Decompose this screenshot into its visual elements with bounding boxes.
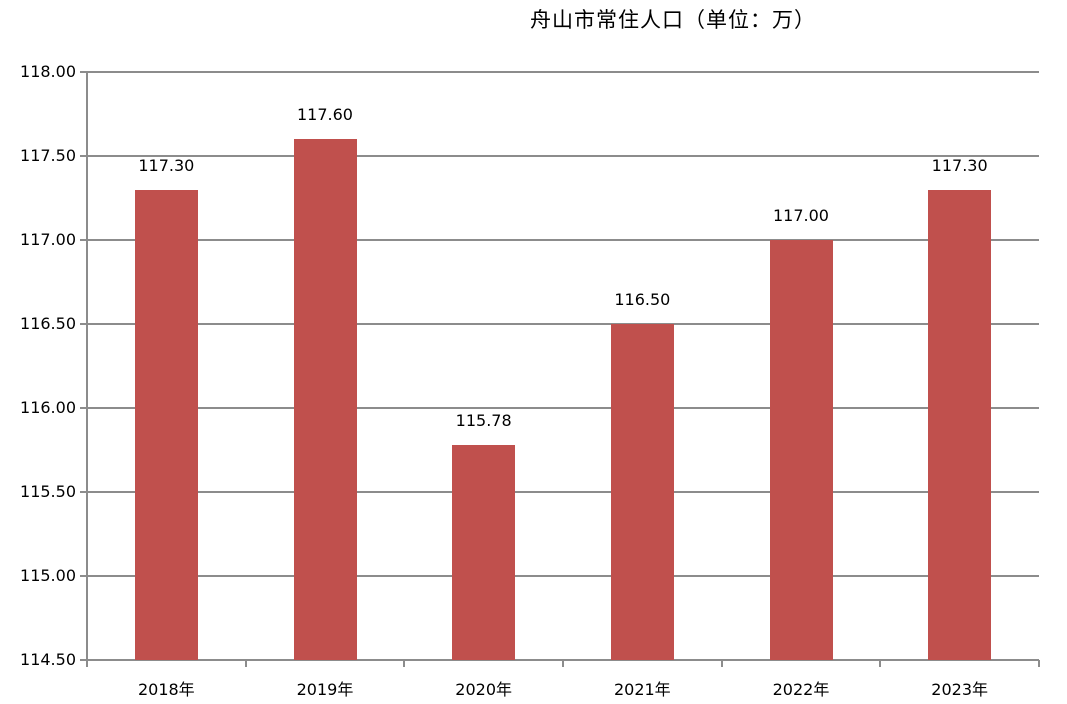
y-tick-label: 114.50 [20, 650, 76, 669]
bar [134, 189, 198, 660]
y-tick-label: 116.50 [20, 314, 76, 333]
data-label: 117.00 [773, 206, 829, 225]
x-tick-mark [562, 660, 564, 667]
y-tick-label: 117.50 [20, 146, 76, 165]
y-axis [86, 71, 88, 662]
x-tick-label: 2018年 [137, 680, 195, 699]
data-label: 117.30 [931, 155, 988, 175]
x-tick-mark [879, 660, 882, 667]
x-tick-label: 2020年 [455, 680, 513, 699]
x-tick-label: 2021年 [613, 680, 671, 699]
x-tick-mark [244, 660, 247, 667]
x-tick-label: 2019年 [296, 680, 354, 699]
gridline [80, 659, 1039, 661]
gridline [80, 575, 1039, 577]
x-tick-mark [403, 660, 406, 667]
gridline [80, 407, 1039, 409]
y-tick-label: 115.00 [20, 566, 76, 585]
y-tick-label: 115.50 [20, 482, 76, 501]
y-tick-label: 117.00 [20, 230, 76, 249]
data-label: 117.30 [138, 155, 195, 175]
gridline [80, 71, 1039, 73]
data-label: 115.78 [455, 410, 512, 430]
bar [452, 444, 516, 660]
chart-title: 舟山市常住人口（单位：万） [530, 8, 816, 32]
x-tick-mark [1038, 660, 1040, 667]
bar [293, 139, 357, 660]
x-tick-mark [86, 660, 88, 667]
x-tick-label: 2022年 [772, 680, 830, 699]
gridline [80, 239, 1039, 241]
y-tick-label: 118.00 [20, 62, 76, 81]
data-label: 117.60 [297, 105, 353, 125]
x-tick-mark [720, 660, 723, 667]
x-tick-label: 2023年 [931, 680, 989, 699]
bar [769, 240, 833, 660]
gridline [80, 323, 1039, 325]
gridline [80, 491, 1039, 493]
y-tick-label: 116.00 [20, 398, 76, 417]
gridline [80, 155, 1039, 157]
bar [610, 324, 674, 660]
bar [928, 189, 992, 660]
data-label: 116.50 [614, 290, 671, 309]
